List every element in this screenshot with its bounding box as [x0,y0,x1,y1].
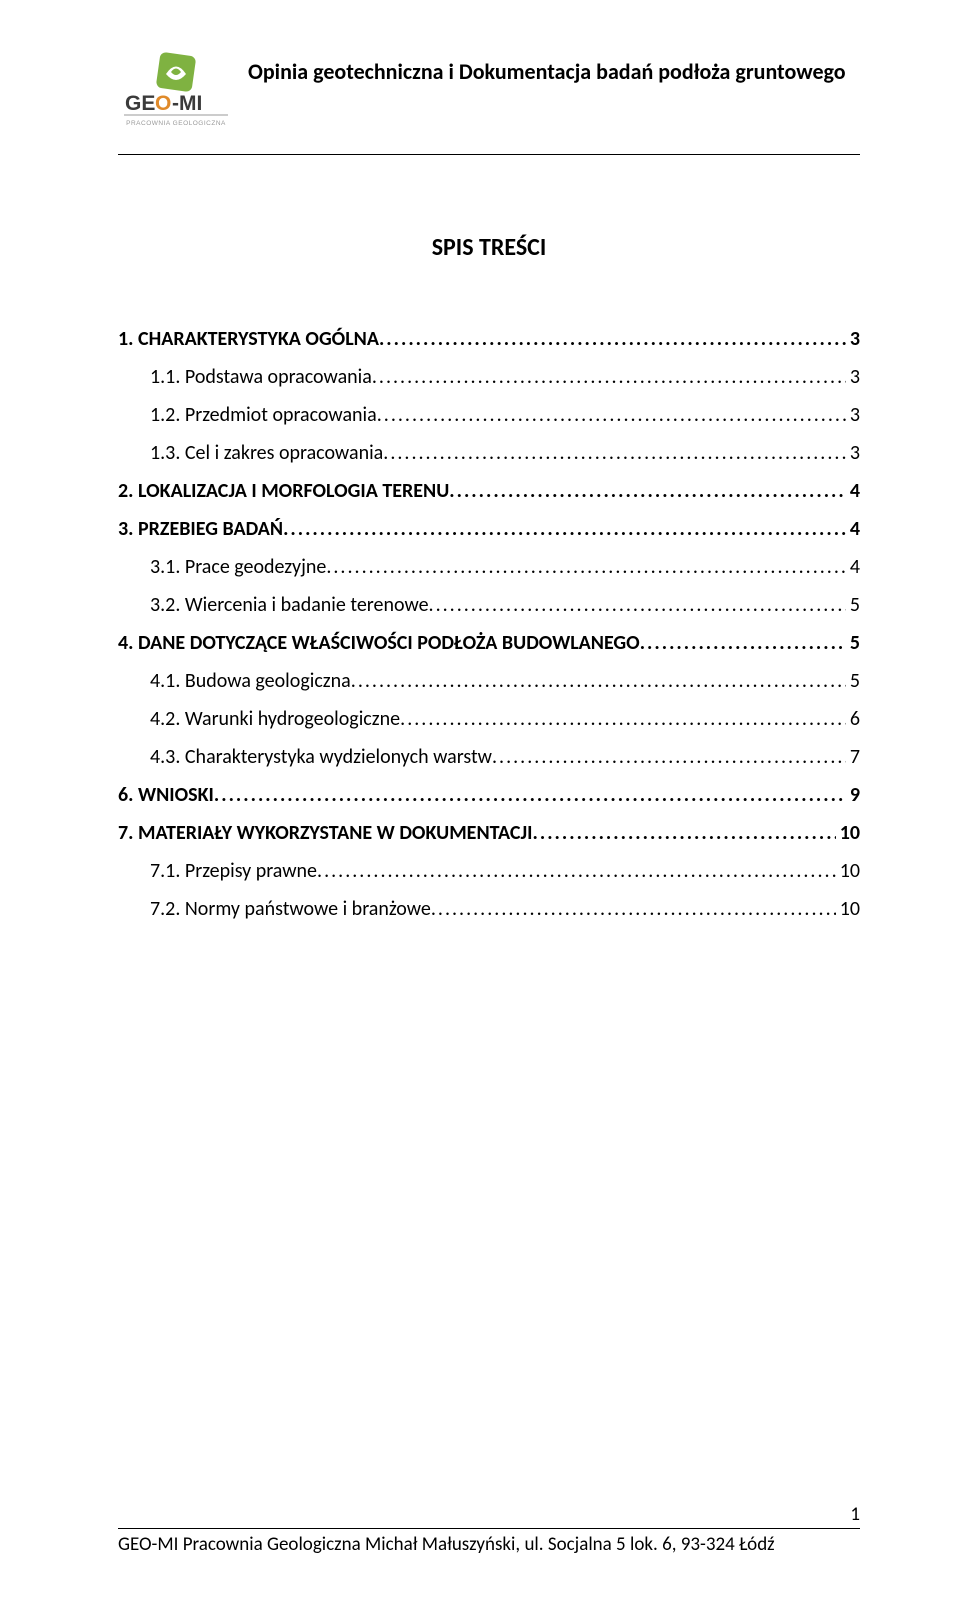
document-page: GE O -MI PRACOWNIA GEOLOGICZNA Opinia ge… [0,0,960,1610]
footer-row: GEO-MI Pracownia Geologiczna Michał Mału… [118,1533,860,1556]
toc-entry-label: 7.1. Przepisy prawne [150,852,317,890]
toc-entry-page: 6 [846,700,860,738]
toc-entry-label: 7. MATERIAŁY WYKORZYSTANE W DOKUMENTACJI [118,814,533,852]
toc-entry: 1.2. Przedmiot opracowania 3 [118,396,860,434]
toc-entry: 4.1. Budowa geologiczna 5 [118,662,860,700]
toc-entry-label: 4. DANE DOTYCZĄCE WŁAŚCIWOŚCI PODŁOŻA BU… [118,624,640,662]
toc-entry-page: 4 [846,510,860,548]
toc-entry-label: 1.2. Przedmiot opracowania [150,396,377,434]
toc-list: 1. CHARAKTERYSTYKA OGÓLNA 31.1. Podstawa… [118,320,860,928]
toc-entry-page: 5 [846,662,860,700]
content-area: SPIS TREŚCI 1. CHARAKTERYSTYKA OGÓLNA 31… [118,155,860,928]
svg-text:PRACOWNIA GEOLOGICZNA: PRACOWNIA GEOLOGICZNA [126,120,226,127]
toc-entry: 7. MATERIAŁY WYKORZYSTANE W DOKUMENTACJI… [118,814,860,852]
svg-text:GE: GE [125,92,155,115]
toc-heading: SPIS TREŚCI [118,233,860,262]
page-header: GE O -MI PRACOWNIA GEOLOGICZNA Opinia ge… [118,52,860,128]
toc-entry-label: 7.2. Normy państwowe i branżowe [150,890,431,928]
toc-entry-label: 1.3. Cel i zakres opracowania [150,434,383,472]
toc-entry-page: 3 [846,358,860,396]
toc-entry: 7.1. Przepisy prawne 10 [118,852,860,890]
toc-entry-label: 1. CHARAKTERYSTYKA OGÓLNA [118,320,379,358]
toc-entry-page: 4 [846,472,860,510]
toc-leader-dots [449,472,846,510]
toc-entry: 2. LOKALIZACJA I MORFOLOGIA TERENU 4 [118,472,860,510]
toc-entry-label: 6. WNIOSKI [118,776,214,814]
toc-entry-page: 3 [846,396,860,434]
toc-leader-dots [317,852,836,890]
toc-leader-dots [383,434,846,472]
svg-text:O: O [155,92,171,115]
toc-entry-page: 9 [846,776,860,814]
toc-leader-dots [214,776,846,814]
toc-entry: 1.1. Podstawa opracowania 3 [118,358,860,396]
toc-entry: 7.2. Normy państwowe i branżowe 10 [118,890,860,928]
toc-entry: 3. PRZEBIEG BADAŃ 4 [118,510,860,548]
toc-entry-label: 3. PRZEBIEG BADAŃ [118,510,283,548]
toc-leader-dots [492,738,846,776]
toc-leader-dots [640,624,846,662]
toc-entry-label: 3.1. Prace geodezyjne [150,548,326,586]
toc-entry-page: 10 [836,814,860,852]
toc-entry-page: 5 [846,624,860,662]
toc-leader-dots [283,510,846,548]
toc-entry-label: 4.2. Warunki hydrogeologiczne [150,700,400,738]
toc-entry: 3.1. Prace geodezyjne 4 [118,548,860,586]
toc-entry: 1.3. Cel i zakres opracowania 3 [118,434,860,472]
toc-entry-label: 3.2. Wiercenia i badanie terenowe [150,586,429,624]
toc-leader-dots [326,548,846,586]
svg-text:-MI: -MI [172,92,202,115]
toc-entry-label: 4.1. Budowa geologiczna [150,662,351,700]
toc-entry-page: 10 [836,852,860,890]
toc-entry: 4. DANE DOTYCZĄCE WŁAŚCIWOŚCI PODŁOŻA BU… [118,624,860,662]
toc-leader-dots [429,586,846,624]
toc-leader-dots [400,700,846,738]
footer-text: GEO-MI Pracownia Geologiczna Michał Mału… [118,1533,775,1556]
toc-entry: 3.2. Wiercenia i badanie terenowe 5 [118,586,860,624]
toc-entry-page: 4 [846,548,860,586]
toc-entry: 4.3. Charakterystyka wydzielonych warstw… [118,738,860,776]
toc-entry-page: 3 [846,320,860,358]
toc-entry: 4.2. Warunki hydrogeologiczne 6 [118,700,860,738]
toc-entry-page: 7 [846,738,860,776]
toc-entry-label: 4.3. Charakterystyka wydzielonych warstw [150,738,492,776]
toc-entry-page: 10 [836,890,860,928]
toc-entry-label: 1.1. Podstawa opracowania [150,358,372,396]
toc-entry: 1. CHARAKTERYSTYKA OGÓLNA 3 [118,320,860,358]
page-number: 1 [118,1503,860,1526]
toc-leader-dots [372,358,846,396]
toc-leader-dots [431,890,836,928]
footer-divider [118,1528,860,1529]
page-footer: 1 GEO-MI Pracownia Geologiczna Michał Ma… [118,1503,860,1556]
toc-entry: 6. WNIOSKI 9 [118,776,860,814]
toc-leader-dots [533,814,836,852]
document-title: Opinia geotechniczna i Dokumentacja bada… [248,52,860,86]
toc-entry-page: 5 [846,586,860,624]
toc-entry-label: 2. LOKALIZACJA I MORFOLOGIA TERENU [118,472,449,510]
company-logo: GE O -MI PRACOWNIA GEOLOGICZNA [118,52,236,128]
toc-leader-dots [377,396,846,434]
logo-svg: GE O -MI PRACOWNIA GEOLOGICZNA [118,52,236,128]
toc-entry-page: 3 [846,434,860,472]
toc-leader-dots [379,320,846,358]
toc-leader-dots [351,662,846,700]
